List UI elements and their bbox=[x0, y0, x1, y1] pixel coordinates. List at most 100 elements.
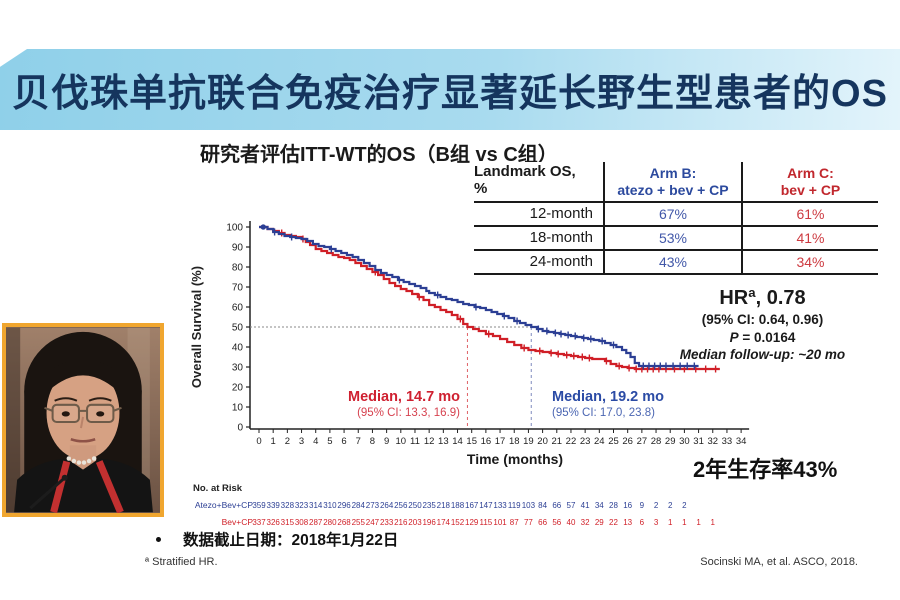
landmark-table: Landmark OS, % Arm B: atezo + bev + CP A… bbox=[474, 162, 878, 275]
arm-b-line2: atezo + bev + CP bbox=[617, 181, 729, 198]
svg-text:No. at Risk: No. at Risk bbox=[193, 483, 243, 494]
svg-text:24: 24 bbox=[594, 436, 605, 447]
svg-text:100: 100 bbox=[226, 223, 243, 234]
svg-text:56: 56 bbox=[552, 518, 561, 527]
svg-text:216: 216 bbox=[394, 518, 408, 527]
svg-text:13: 13 bbox=[623, 518, 632, 527]
svg-text:77: 77 bbox=[524, 518, 533, 527]
svg-text:308: 308 bbox=[295, 518, 309, 527]
svg-text:1: 1 bbox=[271, 436, 276, 447]
svg-text:80: 80 bbox=[232, 263, 244, 274]
presenter-webcam-image bbox=[2, 323, 164, 517]
svg-text:57: 57 bbox=[567, 501, 576, 510]
svg-text:337: 337 bbox=[252, 518, 266, 527]
svg-text:25: 25 bbox=[608, 436, 619, 447]
hr-annotation: HRª, 0.78 (95% CI: 0.64, 0.96) P = 0.016… bbox=[635, 285, 890, 364]
svg-text:19: 19 bbox=[523, 436, 534, 447]
row-18-month-label: 18-month bbox=[474, 227, 605, 251]
svg-text:339: 339 bbox=[267, 501, 281, 510]
svg-text:196: 196 bbox=[422, 518, 436, 527]
svg-text:129: 129 bbox=[465, 518, 479, 527]
citation-text: Socinski MA, et al. ASCO, 2018. bbox=[700, 556, 858, 568]
row-12-month-label: 12-month bbox=[474, 203, 605, 227]
data-cutoff-text: 数据截止日期：2018年1月22日 bbox=[183, 532, 399, 549]
svg-text:40: 40 bbox=[567, 518, 576, 527]
svg-text:101: 101 bbox=[493, 518, 507, 527]
arm-b-line1: Arm B: bbox=[649, 165, 697, 182]
two-year-survival-note: 2年生存率43% bbox=[693, 457, 838, 482]
svg-text:28: 28 bbox=[651, 436, 662, 447]
svg-text:90: 90 bbox=[232, 243, 244, 254]
svg-text:22: 22 bbox=[566, 436, 577, 447]
arm-c-line2: bev + CP bbox=[780, 181, 841, 198]
median-blue-value: Median, 19.2 mo bbox=[552, 389, 665, 405]
svg-text:296: 296 bbox=[337, 501, 351, 510]
row-18-month-arm-c: 41% bbox=[743, 227, 878, 251]
svg-text:115: 115 bbox=[479, 518, 492, 527]
bullet-icon bbox=[156, 536, 161, 542]
svg-text:Bev+CP: Bev+CP bbox=[222, 517, 254, 527]
svg-text:16: 16 bbox=[481, 436, 492, 447]
svg-text:34: 34 bbox=[595, 501, 604, 510]
svg-text:40: 40 bbox=[232, 343, 244, 354]
hr-ci: (95% CI: 0.64, 0.96) bbox=[701, 312, 824, 327]
row-12-month-arm-c: 61% bbox=[743, 203, 878, 227]
svg-text:31: 31 bbox=[693, 436, 704, 447]
svg-text:18: 18 bbox=[509, 436, 520, 447]
svg-text:147: 147 bbox=[479, 501, 493, 510]
svg-text:12: 12 bbox=[424, 436, 435, 447]
arm-b-header: Arm B: atezo + bev + CP bbox=[605, 162, 743, 203]
svg-text:66: 66 bbox=[552, 501, 561, 510]
svg-text:2: 2 bbox=[668, 501, 673, 510]
svg-text:Overall Survival (%): Overall Survival (%) bbox=[189, 266, 204, 388]
svg-text:34: 34 bbox=[736, 436, 747, 447]
svg-text:14: 14 bbox=[452, 436, 463, 447]
presenter-portrait bbox=[6, 327, 160, 513]
svg-text:11: 11 bbox=[410, 436, 420, 447]
svg-text:1: 1 bbox=[696, 518, 701, 527]
svg-text:133: 133 bbox=[493, 501, 507, 510]
svg-text:20: 20 bbox=[537, 436, 548, 447]
svg-text:188: 188 bbox=[451, 501, 465, 510]
median-annotation-atezo-bev-cp: Median, 19.2 mo (95% CI: 17.0, 23.8) bbox=[552, 388, 732, 421]
svg-text:50: 50 bbox=[232, 323, 244, 334]
svg-text:0: 0 bbox=[237, 423, 243, 434]
stratified-hr-footnote: ª Stratified HR. bbox=[145, 556, 218, 568]
svg-text:6: 6 bbox=[640, 518, 645, 527]
svg-text:256: 256 bbox=[394, 501, 408, 510]
row-18-month-arm-b: 53% bbox=[605, 227, 743, 251]
svg-text:30: 30 bbox=[232, 363, 244, 374]
svg-text:60: 60 bbox=[232, 303, 244, 314]
svg-text:10: 10 bbox=[232, 403, 244, 414]
svg-text:17: 17 bbox=[495, 436, 506, 447]
svg-text:284: 284 bbox=[352, 501, 366, 510]
svg-text:26: 26 bbox=[622, 436, 633, 447]
median-followup: Median follow-up: ~20 mo bbox=[679, 347, 846, 363]
svg-text:233: 233 bbox=[380, 518, 394, 527]
svg-text:203: 203 bbox=[408, 518, 422, 527]
svg-text:247: 247 bbox=[366, 518, 380, 527]
arm-c-line1: Arm C: bbox=[787, 165, 834, 182]
median-red-value: Median, 14.7 mo bbox=[347, 389, 460, 405]
svg-text:27: 27 bbox=[637, 436, 648, 447]
svg-text:21: 21 bbox=[551, 436, 562, 447]
svg-text:3: 3 bbox=[299, 436, 304, 447]
svg-text:328: 328 bbox=[281, 501, 295, 510]
svg-text:32: 32 bbox=[707, 436, 718, 447]
svg-text:167: 167 bbox=[465, 501, 479, 510]
svg-text:20: 20 bbox=[232, 383, 244, 394]
svg-text:315: 315 bbox=[281, 518, 295, 527]
svg-text:268: 268 bbox=[337, 518, 351, 527]
hr-value: HRª, 0.78 bbox=[719, 287, 806, 309]
svg-text:23: 23 bbox=[580, 436, 591, 447]
svg-text:41: 41 bbox=[581, 501, 590, 510]
arm-c-header: Arm C: bev + CP bbox=[743, 162, 878, 203]
svg-text:1: 1 bbox=[682, 518, 687, 527]
svg-text:235: 235 bbox=[422, 501, 436, 510]
slide-title: 贝伐珠单抗联合免疫治疗显著延长野生型患者的OS bbox=[12, 73, 888, 115]
svg-text:310: 310 bbox=[323, 501, 337, 510]
svg-text:1: 1 bbox=[711, 518, 716, 527]
chart-title: 研究者评估ITT-WT的OS（B组 vs C组） bbox=[200, 144, 558, 166]
title-banner: 贝伐珠单抗联合免疫治疗显著延长野生型患者的OS bbox=[0, 49, 900, 130]
